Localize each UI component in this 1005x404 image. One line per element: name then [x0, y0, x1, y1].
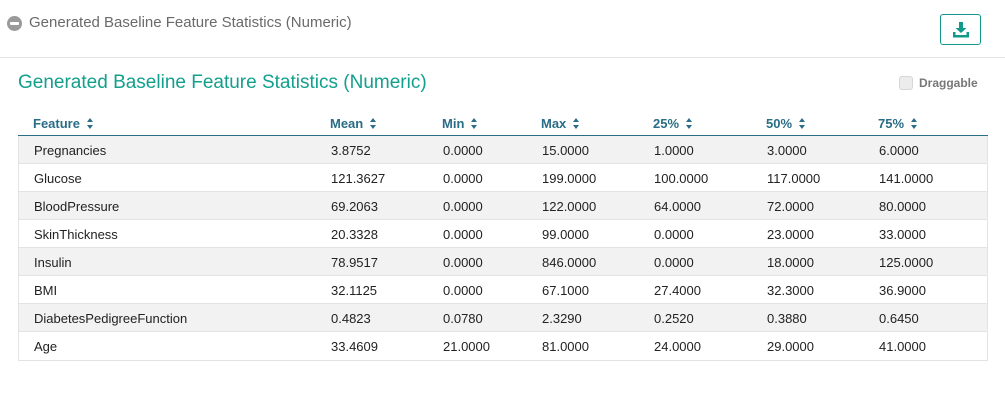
panel-header-title: Generated Baseline Feature Statistics (N… — [29, 14, 352, 31]
table-cell: 0.0000 — [443, 143, 483, 158]
download-icon — [953, 22, 969, 38]
table-cell: 125.0000 — [879, 255, 934, 270]
table-cell: 100.0000 — [654, 171, 709, 186]
table-cell: 41.0000 — [879, 339, 926, 354]
table-cell: 0.3880 — [767, 311, 807, 326]
table-cell: 99.0000 — [542, 227, 589, 242]
sort-icon[interactable] — [370, 118, 377, 129]
table-cell: 6.0000 — [879, 143, 919, 158]
table-row: Age 33.4609 21.0000 81.0000 24.0000 29.0000 41… — [19, 332, 987, 360]
table-cell: 0.0000 — [654, 255, 694, 270]
table-cell: 72.0000 — [767, 199, 814, 214]
column-header-75pct[interactable]: 75% — [878, 116, 918, 131]
table-cell: 0.2520 — [654, 311, 694, 326]
table-cell: 81.0000 — [542, 339, 589, 354]
panel-header: Generated Baseline Feature Statistics (N… — [0, 0, 1005, 58]
feature-name-cell: SkinThickness — [34, 227, 118, 242]
table-cell: 33.0000 — [879, 227, 926, 242]
table-cell: 0.4823 — [331, 311, 371, 326]
table-cell: 67.1000 — [542, 283, 589, 298]
feature-name-cell: BMI — [34, 283, 58, 298]
table-cell: 122.0000 — [542, 199, 597, 214]
table-cell: 3.8752 — [331, 143, 371, 158]
table-cell: 27.4000 — [654, 283, 701, 298]
table-cell: 29.0000 — [767, 339, 814, 354]
sort-icon[interactable] — [686, 118, 693, 129]
draggable-toggle[interactable]: Draggable — [899, 75, 978, 91]
table-cell: 21.0000 — [443, 339, 490, 354]
feature-name-cell: Pregnancies — [34, 143, 107, 158]
table-cell: 20.3328 — [331, 227, 378, 242]
sort-icon[interactable] — [471, 118, 478, 129]
table-body: Pregnancies 3.8752 0.0000 15.0000 1.0000 3.00… — [18, 136, 988, 361]
table-row: DiabetesPedigreeFunction 0.4823 0.0780 2.32… — [19, 304, 987, 332]
section-title: Generated Baseline Feature Statistics (N… — [18, 72, 427, 93]
table-cell: 15.0000 — [542, 143, 589, 158]
table-cell: 141.0000 — [879, 171, 934, 186]
table-cell: 69.2063 — [331, 199, 378, 214]
column-header-feature[interactable]: Feature — [33, 116, 94, 131]
download-button[interactable] — [940, 14, 981, 45]
table-cell: 0.0000 — [443, 171, 483, 186]
table-row: BloodPressure 69.2063 0.0000 122.0000 64.000… — [19, 192, 987, 220]
table-cell: 0.0000 — [443, 255, 483, 270]
table-cell: 1.0000 — [654, 143, 694, 158]
table-row: SkinThickness 20.3328 0.0000 99.0000 0.0000 2… — [19, 220, 987, 248]
table-cell: 64.0000 — [654, 199, 701, 214]
column-header-max[interactable]: Max — [541, 116, 580, 131]
table-cell: 117.0000 — [767, 171, 821, 186]
table-cell: 121.3627 — [331, 171, 386, 186]
table-cell: 0.0000 — [654, 227, 694, 242]
table-cell: 0.0000 — [443, 199, 483, 214]
column-header-25pct[interactable]: 25% — [653, 116, 693, 131]
feature-name-cell: Age — [34, 339, 58, 354]
table-header: Feature Mean Min Max 25% 50% 75% — [18, 108, 988, 136]
table-cell: 78.9517 — [331, 255, 378, 270]
draggable-label: Draggable — [919, 76, 978, 90]
column-header-min[interactable]: Min — [442, 116, 478, 131]
table-cell: 33.4609 — [331, 339, 378, 354]
table-cell: 80.0000 — [879, 199, 926, 214]
table-cell: 36.9000 — [879, 283, 926, 298]
column-header-50pct[interactable]: 50% — [766, 116, 806, 131]
table-cell: 0.0000 — [443, 283, 483, 298]
table-cell: 23.0000 — [767, 227, 814, 242]
column-header-mean[interactable]: Mean — [330, 116, 377, 131]
table-row: BMI 32.1125 0.0000 67.1000 27.4000 32.3000 36.… — [19, 276, 987, 304]
table-cell: 24.0000 — [654, 339, 701, 354]
feature-name-cell: Glucose — [34, 171, 82, 186]
table-cell: 846.0000 — [542, 255, 597, 270]
sort-icon[interactable] — [573, 118, 580, 129]
table-cell: 199.0000 — [542, 171, 597, 186]
feature-name-cell: DiabetesPedigreeFunction — [34, 311, 188, 326]
table-cell: 32.3000 — [767, 283, 814, 298]
table-row: Pregnancies 3.8752 0.0000 15.0000 1.0000 3.00… — [19, 136, 987, 164]
table-row: Glucose 121.3627 0.0000 199.0000 100.0000 117… — [19, 164, 987, 192]
table-cell: 32.1125 — [331, 283, 378, 298]
sort-icon[interactable] — [799, 118, 806, 129]
sort-icon[interactable] — [86, 118, 94, 129]
sort-icon[interactable] — [911, 118, 918, 129]
table-cell: 18.0000 — [767, 255, 814, 270]
feature-name-cell: Insulin — [34, 255, 72, 270]
draggable-checkbox[interactable] — [899, 76, 913, 90]
table-cell: 0.0780 — [443, 311, 483, 326]
stats-table: Feature Mean Min Max 25% 50% 75% Pregnan… — [18, 108, 988, 361]
table-cell: 3.0000 — [767, 143, 807, 158]
feature-name-cell: BloodPressure — [34, 199, 120, 214]
table-row: Insulin 78.9517 0.0000 846.0000 0.0000 18.000… — [19, 248, 987, 276]
table-cell: 0.6450 — [879, 311, 919, 326]
minus-circle-icon[interactable] — [7, 16, 22, 31]
table-cell: 2.3290 — [542, 311, 582, 326]
table-cell: 0.0000 — [443, 227, 483, 242]
